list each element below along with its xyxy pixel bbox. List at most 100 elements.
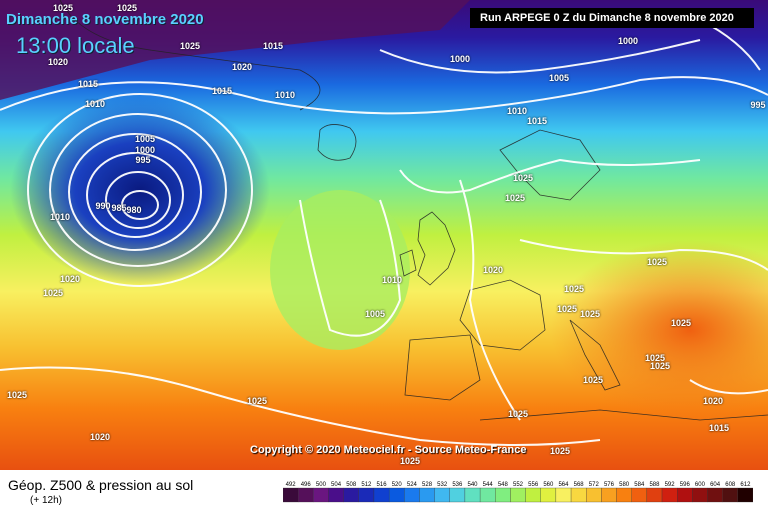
isobar-label: 1005 bbox=[548, 73, 570, 83]
isobar-label: 1010 bbox=[274, 90, 296, 100]
scale-tick-label: 560 bbox=[543, 482, 554, 488]
scale-swatch bbox=[388, 487, 405, 503]
scale-swatch bbox=[449, 487, 466, 503]
copyright-text: Copyright © 2020 Meteociel.fr - Source M… bbox=[250, 444, 527, 456]
isobar-label: 1025 bbox=[556, 304, 578, 314]
forecast-date: Dimanche 8 novembre 2020 bbox=[6, 11, 204, 28]
isobar-label: 1010 bbox=[49, 212, 71, 222]
scale-swatch bbox=[737, 487, 753, 503]
isobar-label: 1025 bbox=[646, 257, 668, 267]
isobar-label: 1025 bbox=[246, 396, 268, 406]
isobar-label: 1015 bbox=[262, 41, 284, 51]
ridge-region bbox=[550, 240, 768, 420]
isobar-1010 bbox=[0, 76, 768, 115]
isobar-label: 1020 bbox=[231, 62, 253, 72]
trough-region bbox=[270, 190, 410, 350]
scale-tick-label: 552 bbox=[513, 482, 524, 488]
isobar-label: 1005 bbox=[364, 309, 386, 319]
scale-tick-label: 516 bbox=[377, 482, 388, 488]
isobar-label: 1025 bbox=[116, 3, 138, 13]
scale-tick-label: 588 bbox=[649, 482, 660, 488]
isobar-label: 995 bbox=[750, 100, 766, 110]
isobar-label: 1025 bbox=[563, 284, 585, 294]
scale-swatch bbox=[707, 487, 723, 503]
isobar-label: 1025 bbox=[179, 41, 201, 51]
britain-coast bbox=[417, 211, 456, 286]
scale-tick-label: 600 bbox=[695, 482, 706, 488]
isobar-label: 1025 bbox=[649, 361, 671, 371]
isobar-label: 1025 bbox=[549, 446, 571, 456]
ireland-coast bbox=[399, 249, 417, 277]
isobar-label: 1015 bbox=[77, 79, 99, 89]
isobar-1025-north bbox=[399, 158, 701, 194]
scale-swatch bbox=[692, 487, 708, 503]
isobar-label: 1025 bbox=[504, 193, 526, 203]
polar-vortex-region bbox=[0, 0, 470, 100]
isobar-low-4 bbox=[68, 133, 202, 251]
scale-swatch bbox=[479, 487, 496, 503]
map-title: Géop. Z500 & pression au sol bbox=[8, 477, 194, 493]
scale-tick-label: 572 bbox=[589, 482, 600, 488]
isobar-1025-south bbox=[0, 366, 601, 446]
isobar-low-1 bbox=[121, 190, 159, 220]
isobar-label: 1005 bbox=[134, 134, 156, 144]
isobar-label: 985 bbox=[111, 203, 127, 213]
scale-swatch bbox=[283, 487, 299, 503]
scale-swatch bbox=[661, 487, 678, 503]
scale-tick-label: 544 bbox=[483, 482, 494, 488]
isobar-label: 1025 bbox=[507, 409, 529, 419]
scale-swatch bbox=[343, 487, 359, 503]
isobar-label: 1000 bbox=[134, 145, 156, 155]
isobar-label: 1000 bbox=[449, 54, 471, 64]
isobar-label: 1020 bbox=[89, 432, 111, 442]
scale-tick-label: 508 bbox=[346, 482, 357, 488]
scale-swatch bbox=[358, 487, 375, 503]
scale-swatch bbox=[677, 487, 693, 503]
scale-tick-label: 528 bbox=[422, 482, 433, 488]
scale-swatch bbox=[328, 487, 344, 503]
isobar-low-3 bbox=[86, 152, 184, 238]
isobar-label: 1025 bbox=[42, 288, 64, 298]
isobar-label: 1020 bbox=[47, 57, 69, 67]
scale-tick-label: 540 bbox=[468, 482, 479, 488]
isobar-low-5 bbox=[49, 113, 227, 267]
isobar-1025-east bbox=[519, 239, 768, 271]
isobar-label: 1020 bbox=[59, 274, 81, 284]
scale-swatch bbox=[373, 487, 390, 503]
scale-tick-label: 496 bbox=[301, 482, 312, 488]
scale-swatch bbox=[298, 487, 314, 503]
isobar-label: 1020 bbox=[482, 265, 504, 275]
scale-swatch bbox=[525, 487, 541, 503]
isobar-label: 1010 bbox=[381, 275, 403, 285]
scandinavia-coast bbox=[499, 129, 601, 201]
scale-swatch bbox=[313, 487, 329, 503]
scale-tick-label: 500 bbox=[316, 482, 327, 488]
scale-tick-label: 520 bbox=[392, 482, 403, 488]
isobar-label: 1025 bbox=[579, 309, 601, 319]
isobar-label: 1025 bbox=[644, 353, 666, 363]
isobars bbox=[0, 18, 768, 446]
scale-swatch bbox=[570, 487, 587, 503]
scale-swatch bbox=[616, 487, 632, 503]
run-info: Run ARPEGE 0 Z du Dimanche 8 novembre 20… bbox=[470, 8, 754, 28]
scale-swatch bbox=[631, 487, 648, 503]
scale-swatch bbox=[601, 487, 617, 503]
scale-tick-label: 568 bbox=[574, 482, 585, 488]
isobar-1020-se bbox=[689, 379, 768, 395]
iceland-coast bbox=[317, 124, 357, 161]
isobar-1005-trough bbox=[299, 199, 402, 337]
scale-swatch bbox=[404, 487, 420, 503]
scale-tick-label: 608 bbox=[725, 482, 736, 488]
scale-tick-label: 532 bbox=[437, 482, 448, 488]
scale-tick-label: 524 bbox=[407, 482, 418, 488]
scale-tick-label: 596 bbox=[680, 482, 691, 488]
scale-swatch bbox=[555, 487, 572, 503]
coastlines bbox=[59, 0, 768, 421]
scale-swatch bbox=[722, 487, 738, 503]
isobar-label: 1015 bbox=[708, 423, 730, 433]
isobar-1005 bbox=[379, 39, 701, 74]
isobar-label: 1020 bbox=[702, 396, 724, 406]
scale-tick-label: 548 bbox=[498, 482, 509, 488]
greenland-coast bbox=[59, 0, 321, 111]
